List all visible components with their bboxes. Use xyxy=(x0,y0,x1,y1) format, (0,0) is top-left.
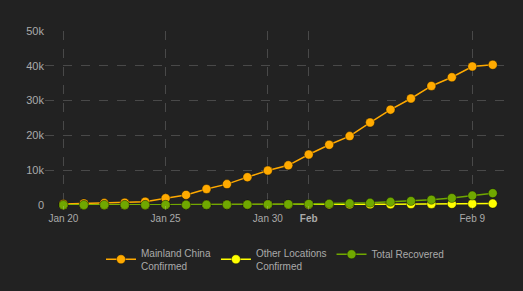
svg-text:Total Recovered: Total Recovered xyxy=(372,249,444,260)
svg-text:Feb 9: Feb 9 xyxy=(460,213,486,224)
svg-text:0: 0 xyxy=(38,199,44,211)
svg-text:20k: 20k xyxy=(26,129,44,141)
svg-text:40k: 40k xyxy=(26,60,44,72)
svg-text:Jan 30: Jan 30 xyxy=(253,213,283,224)
svg-text:10k: 10k xyxy=(26,164,44,176)
svg-text:Mainland ChinaConfirmed: Mainland ChinaConfirmed xyxy=(141,248,211,272)
svg-text:30k: 30k xyxy=(26,94,44,106)
svg-text:50k: 50k xyxy=(26,25,44,37)
svg-text:Feb: Feb xyxy=(300,213,318,224)
svg-text:Other LocationsConfirmed: Other LocationsConfirmed xyxy=(256,248,327,272)
svg-text:Jan 25: Jan 25 xyxy=(151,213,181,224)
svg-text:Jan 20: Jan 20 xyxy=(48,213,78,224)
